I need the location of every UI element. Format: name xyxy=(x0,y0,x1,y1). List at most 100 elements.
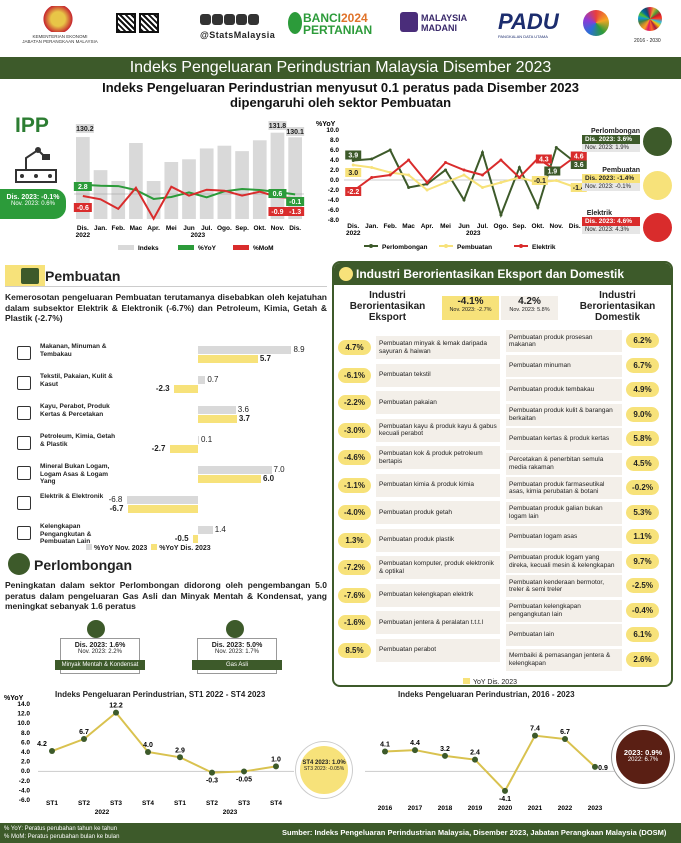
series-point xyxy=(425,181,429,184)
quarter-point xyxy=(209,769,215,776)
quarter-point xyxy=(273,763,279,770)
annual-point xyxy=(442,752,448,759)
quarter-point xyxy=(113,709,119,716)
x-tick: Okt. xyxy=(532,223,545,230)
x-year-label: 2023 xyxy=(191,232,206,239)
annual-chart-title: Indeks Pengeluaran Perindustrian, 2016 -… xyxy=(398,690,575,699)
x-tick: Apr. xyxy=(421,223,434,230)
x-tick: Apr. xyxy=(147,225,160,232)
quarter-point xyxy=(177,754,183,761)
index-bar xyxy=(252,140,267,219)
x-tick: ST3 xyxy=(110,800,122,807)
export-value: -6.1% xyxy=(338,367,371,383)
annual-point xyxy=(382,748,388,755)
sdg-years: 2016 - 2030 xyxy=(634,38,661,44)
yoy-label-first: 2.8 xyxy=(78,184,88,191)
subsector-label: Elektrik & Elektronik xyxy=(40,493,104,500)
x-year-label: 2023 xyxy=(223,809,238,816)
y-tick: 0.0 xyxy=(21,768,30,775)
x-tick: ST3 xyxy=(238,800,250,807)
bar-nov-value: 1.4 xyxy=(214,525,226,534)
x-tick: Dis. xyxy=(347,223,359,230)
yoy-label-nov: 0.6 xyxy=(273,191,283,198)
domestic-value: 6.2% xyxy=(626,333,659,348)
domestic-item-label: Pembuatan kertas & produk kertas xyxy=(506,428,622,450)
ipp-badge: Dis. 2023: -0.1% Nov. 2023: 0.6% xyxy=(0,189,66,219)
label-pembuatan-first: 3.0 xyxy=(348,170,358,177)
export-item-label: Pembuatan kayu & produk kayu & gabus kec… xyxy=(376,418,500,442)
x-tick: Sep. xyxy=(235,225,249,232)
index-label-first-bg xyxy=(75,124,94,133)
x-tick: 2019 xyxy=(468,805,483,812)
sector-badge-elektrik: Elektrik Dis. 2023: 4.6% Nov. 2023: 4.3% xyxy=(582,210,640,234)
bar-nov-value: 8.9 xyxy=(293,345,305,354)
facebook-icon[interactable] xyxy=(212,14,223,25)
x-tick: 2023 xyxy=(588,805,603,812)
x-tick: Jul. xyxy=(477,223,488,230)
gas-icon xyxy=(226,620,244,638)
series-point xyxy=(499,158,503,162)
bar-dis xyxy=(169,445,198,453)
subsector-icon xyxy=(17,526,31,540)
perlombongan-text: Peningkatan dalam sektor Perlombongan di… xyxy=(5,580,327,611)
export-item-label: Pembuatan produk getah xyxy=(376,501,500,524)
pembuatan-header: Pembuatan xyxy=(5,265,327,287)
label-perlombongan-okt: 1.9 xyxy=(547,169,557,176)
export-value: 1.3% xyxy=(338,532,371,548)
x-tick: ST2 xyxy=(78,800,90,807)
qr-code[interactable] xyxy=(116,13,136,33)
social-icons xyxy=(200,14,260,27)
domestic-value: -2.5% xyxy=(626,578,659,593)
series-point xyxy=(554,146,558,149)
series-point xyxy=(407,158,411,162)
domestic-item-label: Pembuatan logam asas xyxy=(506,526,622,548)
x-icon[interactable] xyxy=(224,14,235,25)
label-perlombongan-dis-bg xyxy=(570,160,587,169)
index-label-first: 130.2 xyxy=(76,126,94,133)
domestic-item-label: Pembuatan produk logam yang direka, kecu… xyxy=(506,550,622,573)
legend-dis: %YoY Dis. 2023 xyxy=(159,545,211,552)
x-tick: Dis. xyxy=(569,223,581,230)
subsector-label: Mineral Bukan Logam, Logam Asas & Logam … xyxy=(40,463,110,485)
mom-label-nov: -0.9 xyxy=(271,209,283,216)
statistics-logo xyxy=(583,10,609,36)
label-elektrik-first-bg xyxy=(345,187,362,196)
export-list: 4.7% Pembuatan minyak & lemak daripada sa… xyxy=(338,336,503,676)
series-point xyxy=(444,168,448,172)
sector-badge-perlombongan: Perlombongan Dis. 2023: 3.6% Nov. 2023: … xyxy=(582,128,640,152)
bar-dis xyxy=(198,415,237,423)
footer-source: Sumber: Indeks Pengeluaran Perindustrian… xyxy=(282,828,667,837)
pembuatan-text: Kemerosotan pengeluaran Pembuatan teruta… xyxy=(5,292,327,323)
domestic-item-label: Pembuatan produk galian bukan logam lain xyxy=(506,501,622,524)
export-value: -4.6% xyxy=(338,450,371,465)
bar-dis-value: -2.7 xyxy=(151,444,166,453)
x-tick: Nov. xyxy=(271,225,285,232)
youtube-icon[interactable] xyxy=(236,14,247,25)
bar-dis-value: 6.0 xyxy=(263,474,275,483)
yoy-label-nov-bg xyxy=(268,189,287,198)
index-bar xyxy=(146,181,161,219)
quarter-value-label: -0.3 xyxy=(206,778,218,785)
subsector-label: Petroleum, Kimia, Getah & Plastik xyxy=(40,433,116,448)
x-tick: Dis. xyxy=(77,225,89,232)
x-tick: Jan. xyxy=(94,225,107,232)
dept-name: KEMENTERIAN EKONOMI JABATAN PERANGKAAN MA… xyxy=(22,34,98,45)
quarter-value-label: 12.2 xyxy=(109,703,123,710)
footer-notes: % YoY: Peratus perubahan tahun ke tahun%… xyxy=(4,826,120,840)
x-tick: Jul. xyxy=(201,225,212,232)
bar-dis xyxy=(127,505,198,513)
qr-code[interactable] xyxy=(139,13,159,33)
annual-point xyxy=(562,736,568,743)
legend-label: Perlombongan xyxy=(382,244,428,251)
instagram-icon[interactable] xyxy=(200,14,211,25)
index-bar xyxy=(199,148,214,219)
y-axis-label: %YoY xyxy=(4,695,24,702)
x-tick: Mei xyxy=(166,225,177,232)
oil-barrel-icon xyxy=(87,620,105,638)
index-bar xyxy=(129,143,143,219)
yoy-label-first-bg xyxy=(73,182,92,191)
series-point xyxy=(462,173,466,177)
domestic-value: 6.1% xyxy=(626,627,659,642)
tiktok-icon[interactable] xyxy=(248,14,259,25)
